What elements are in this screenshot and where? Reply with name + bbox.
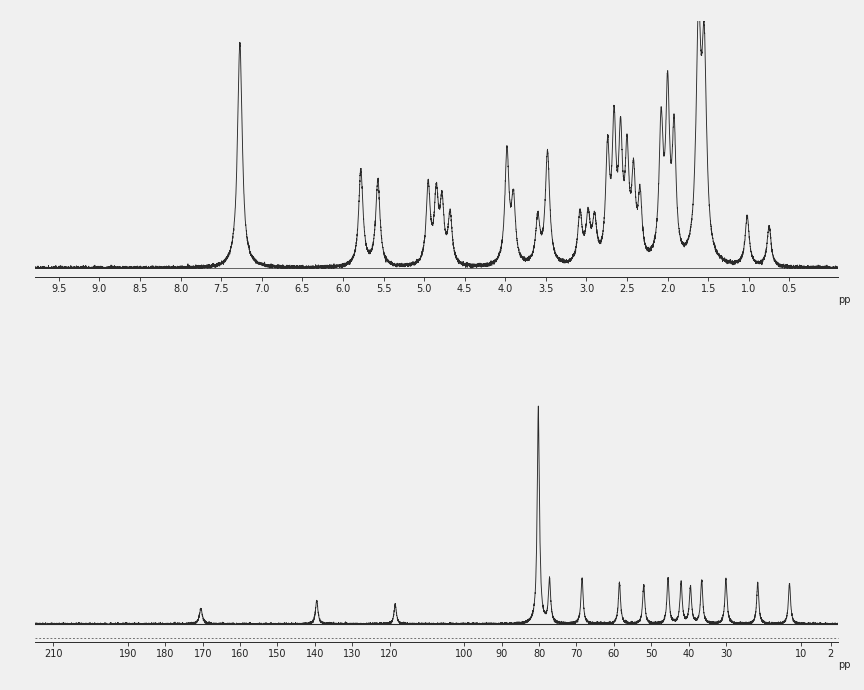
Text: pp: pp	[838, 660, 850, 670]
Text: pp: pp	[838, 295, 850, 305]
